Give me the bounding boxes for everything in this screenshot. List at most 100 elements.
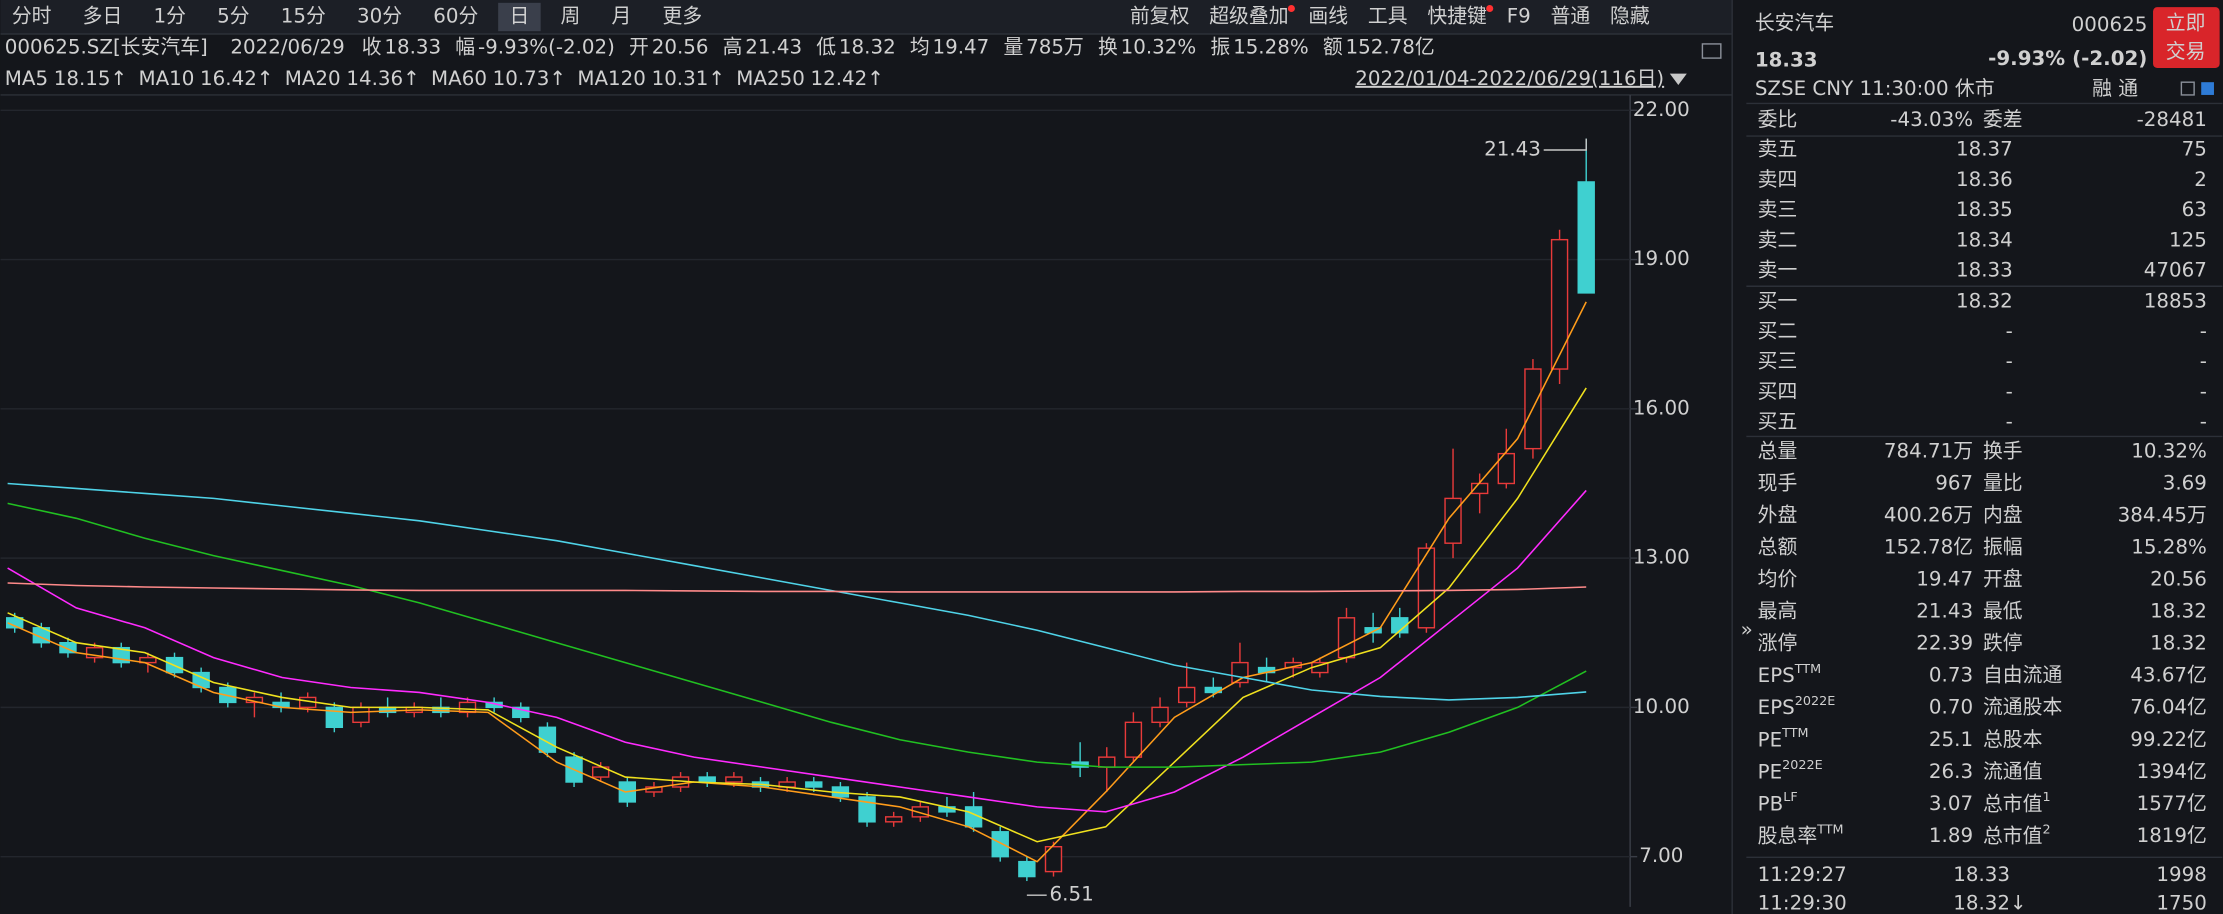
low-label: 6.51 xyxy=(1050,883,1094,906)
book-label: 买二 xyxy=(1758,320,1798,343)
tab[interactable]: 60分 xyxy=(433,5,478,28)
info-label: 振 xyxy=(1210,36,1230,59)
candle-body xyxy=(725,776,743,783)
tool[interactable]: 工具 xyxy=(1368,5,1408,28)
tab[interactable]: 15分 xyxy=(281,5,326,28)
collapse-toggle[interactable]: » xyxy=(1741,618,1753,641)
legend-value: 10.73↑ xyxy=(493,67,566,90)
stat-value: 1394亿 xyxy=(2137,760,2207,783)
stat-label-main: EPS xyxy=(1758,696,1795,719)
candle-body xyxy=(698,776,716,783)
candle-body xyxy=(1151,706,1169,724)
book-label: 买一 xyxy=(1758,289,1798,312)
tab[interactable]: 月 xyxy=(612,5,632,28)
expand-icon[interactable] xyxy=(1701,43,1722,59)
candle-body xyxy=(991,831,1009,858)
tab[interactable]: 30分 xyxy=(357,5,402,28)
info-value: 18.32 xyxy=(839,36,896,59)
book-label: 买五 xyxy=(1758,410,1798,433)
tab[interactable]: 日 xyxy=(509,5,529,28)
candle-body xyxy=(538,726,557,753)
tool[interactable]: 隐藏 xyxy=(1610,5,1650,28)
stat-label: PETTM xyxy=(1758,726,1809,751)
legend-value: 14.36↑ xyxy=(346,67,419,90)
stat-value: 76.04亿 xyxy=(2130,696,2207,719)
tab[interactable]: 分时 xyxy=(12,5,52,28)
tab[interactable]: 1分 xyxy=(154,5,187,28)
panel-icon[interactable] xyxy=(2180,81,2195,96)
tick-price: 18.33 xyxy=(1953,863,2010,886)
stat-label: 跌停 xyxy=(1983,632,2023,655)
stat-value: 967 xyxy=(1935,472,1973,495)
info-label: 换 xyxy=(1098,36,1118,59)
book-label: 卖五 xyxy=(1758,138,1798,161)
stat-label: EPS2022E xyxy=(1758,694,1836,719)
info-value: 21.43 xyxy=(745,36,802,59)
book-price: 18.33 xyxy=(1956,258,2013,281)
stat-label: PE2022E xyxy=(1758,758,1823,783)
ma-line xyxy=(7,502,1587,768)
candle-body xyxy=(805,781,823,788)
stat-value: 3.69 xyxy=(2163,472,2207,495)
trade-button-label[interactable]: 交易 xyxy=(2166,40,2206,63)
ma-line xyxy=(7,489,1587,813)
tool[interactable]: 前复权 xyxy=(1130,5,1190,28)
tool-badge xyxy=(1486,4,1494,13)
info-label: 额 xyxy=(1323,36,1343,59)
tab[interactable]: 周 xyxy=(561,5,581,28)
trade-button-label[interactable]: 立即 xyxy=(2166,12,2206,35)
tool[interactable]: F9 xyxy=(1507,5,1531,28)
stat-label: 最高 xyxy=(1758,600,1798,623)
tool[interactable]: 快捷键 xyxy=(1427,5,1487,28)
book-price: 18.32 xyxy=(1956,289,2013,312)
info-value: 785万 xyxy=(1026,36,1084,59)
stat-label-sup: 2022E xyxy=(1795,694,1836,709)
legend-value: 10.31↑ xyxy=(652,67,725,90)
stat-label: 流通值 xyxy=(1983,760,2042,783)
tab[interactable]: 多日 xyxy=(83,5,123,28)
candle-body xyxy=(1364,627,1382,634)
range-dropdown[interactable] xyxy=(1669,73,1687,86)
stat-label: 涨停 xyxy=(1758,632,1798,655)
candle-body xyxy=(1044,845,1063,873)
stat-value: 15.28% xyxy=(2131,536,2207,559)
legend-value: 18.15↑ xyxy=(54,67,127,90)
stat-value: 1819亿 xyxy=(2137,824,2207,847)
candle-body xyxy=(1098,756,1116,768)
stat-value: 10.32% xyxy=(2131,440,2207,463)
stat-label-sup: LF xyxy=(1783,790,1797,805)
book-volume: 47067 xyxy=(2144,258,2207,281)
tab[interactable]: 5分 xyxy=(217,5,250,28)
info-label: 开 xyxy=(629,36,649,59)
book-label: 卖二 xyxy=(1758,228,1798,251)
tab[interactable]: 更多 xyxy=(663,5,703,28)
tool[interactable]: 普通 xyxy=(1551,5,1591,28)
trade-button[interactable] xyxy=(2153,7,2220,69)
book-volume: - xyxy=(2200,380,2207,403)
stat-label: 总市值2 xyxy=(1983,822,2051,847)
info-value: 20.56 xyxy=(652,36,709,59)
stat-value: 18.32 xyxy=(2150,600,2207,623)
stat-label-main: PE xyxy=(1758,760,1783,783)
stat-value: 784.71万 xyxy=(1884,440,1973,463)
market-status: SZSE CNY 11:30:00 休市 xyxy=(1755,77,1995,100)
candle-body xyxy=(1577,181,1595,294)
info-label: 量 xyxy=(1003,36,1023,59)
book-price: 18.35 xyxy=(1956,198,2013,221)
stat-value: 152.78亿 xyxy=(1884,536,1973,559)
stat-value: 20.56 xyxy=(2150,568,2207,591)
tool[interactable]: 画线 xyxy=(1308,5,1348,28)
stat-label: 振幅 xyxy=(1983,536,2023,559)
panel-icon[interactable] xyxy=(2201,82,2214,95)
candle-body xyxy=(6,617,24,629)
info-label: 收 xyxy=(362,36,382,59)
book-volume: 75 xyxy=(2182,138,2207,161)
ma-line xyxy=(7,301,1587,863)
stat-label: EPSTTM xyxy=(1758,662,1821,687)
info-value: 15.28% xyxy=(1233,36,1309,59)
y-tick-label: 10.00 xyxy=(1633,695,1690,718)
toolbar xyxy=(0,0,1733,35)
range-label[interactable]: 2022/01/04-2022/06/29(116日) xyxy=(1355,67,1664,90)
tool[interactable]: 超级叠加 xyxy=(1209,5,1288,28)
